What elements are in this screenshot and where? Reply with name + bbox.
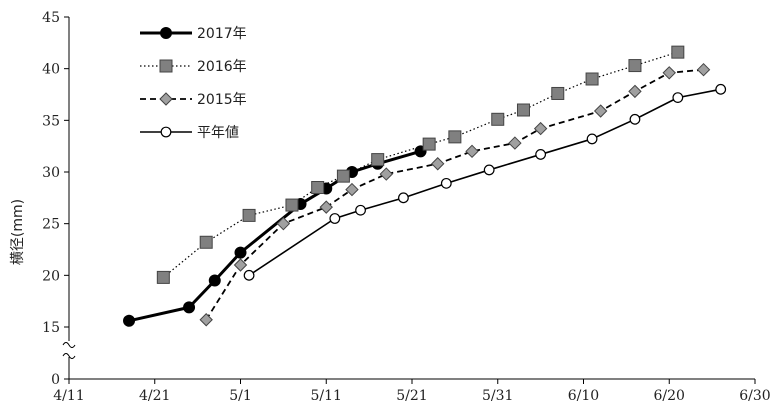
data-point bbox=[199, 313, 213, 327]
data-point bbox=[319, 200, 333, 214]
legend-label: 2015年 bbox=[197, 92, 247, 108]
data-point bbox=[440, 177, 452, 189]
x-tick-label: 6/30 bbox=[739, 388, 770, 404]
data-point bbox=[379, 167, 393, 181]
x-tick-label: 6/10 bbox=[568, 388, 599, 404]
data-point bbox=[242, 208, 256, 222]
series-line bbox=[205, 68, 704, 321]
series-group bbox=[123, 45, 727, 327]
data-point bbox=[233, 258, 248, 272]
tick-labels: 0 15 20 25 30 35 40 45 4/11 4/21 5/1 5/11 5/21 5/31 6/… bbox=[42, 10, 771, 404]
data-point bbox=[199, 235, 213, 249]
data-point bbox=[483, 164, 495, 176]
data-point bbox=[672, 92, 684, 103]
legend-swatch-marker bbox=[159, 92, 173, 106]
axes bbox=[62, 16, 756, 384]
data-point bbox=[398, 192, 409, 204]
data-point bbox=[516, 103, 530, 117]
data-point bbox=[533, 121, 548, 136]
data-point bbox=[715, 83, 727, 95]
data-point bbox=[629, 113, 641, 125]
legend-item-2: 2015年 bbox=[140, 92, 247, 108]
legend-item-0: 2017年 bbox=[140, 26, 247, 42]
data-point bbox=[276, 216, 291, 231]
x-tick-label: 5/1 bbox=[229, 388, 252, 404]
legend-label: 平年値 bbox=[197, 125, 239, 141]
data-point bbox=[208, 274, 221, 287]
legend-swatch-marker bbox=[160, 126, 172, 138]
legend-label: 2017年 bbox=[197, 26, 247, 42]
y-tick-label: 20 bbox=[42, 268, 60, 284]
data-point bbox=[593, 104, 608, 118]
data-point bbox=[696, 62, 711, 77]
data-point bbox=[329, 213, 341, 224]
y-axis-break-mark bbox=[62, 342, 76, 348]
x-tick-label: 5/11 bbox=[311, 388, 342, 404]
data-point bbox=[311, 181, 325, 194]
y-tick-label: 25 bbox=[42, 217, 60, 233]
series-line bbox=[162, 51, 679, 278]
data-point bbox=[123, 314, 136, 327]
y-axis-title: 横径(mm) bbox=[10, 199, 26, 265]
data-point bbox=[371, 153, 385, 167]
x-tick-label: 4/21 bbox=[139, 388, 170, 404]
data-point bbox=[586, 133, 598, 145]
data-point bbox=[243, 269, 255, 281]
series-3 bbox=[243, 83, 727, 281]
data-point bbox=[535, 149, 547, 160]
data-point bbox=[183, 301, 196, 314]
y-tick-label: 35 bbox=[42, 113, 60, 129]
data-point bbox=[422, 137, 436, 151]
data-point bbox=[156, 270, 170, 284]
series-line bbox=[128, 149, 421, 323]
data-point bbox=[508, 136, 522, 150]
x-tick-label: 5/31 bbox=[482, 388, 513, 404]
data-point bbox=[628, 84, 642, 99]
series-1 bbox=[156, 45, 685, 284]
data-point bbox=[585, 72, 599, 86]
data-point bbox=[662, 66, 676, 80]
data-point bbox=[491, 112, 505, 126]
legend-swatch-marker bbox=[159, 59, 173, 73]
x-tick-label: 6/20 bbox=[654, 388, 685, 404]
data-point bbox=[345, 182, 359, 197]
series-0 bbox=[123, 145, 427, 327]
legend-item-1: 2016年 bbox=[140, 59, 247, 75]
x-tick-label: 4/11 bbox=[53, 388, 84, 404]
y-tick-label: 40 bbox=[42, 62, 60, 78]
data-point bbox=[465, 144, 479, 159]
data-point bbox=[285, 198, 299, 212]
legend-swatch-marker bbox=[160, 27, 172, 39]
y-tick-label: 0 bbox=[51, 372, 60, 388]
data-point bbox=[431, 157, 445, 171]
data-point bbox=[355, 204, 366, 216]
x-tick-label: 5/21 bbox=[396, 388, 427, 404]
legend-label: 2016年 bbox=[197, 59, 247, 75]
data-point bbox=[551, 86, 565, 100]
plot-area: 0 15 20 25 30 35 40 45 4/11 4/21 5/1 5/11 5/21 5/31 6/… bbox=[42, 10, 771, 404]
y-tick-label: 15 bbox=[42, 320, 60, 336]
y-tick-label: 45 bbox=[42, 10, 60, 26]
series-2 bbox=[199, 62, 711, 327]
y-axis-break-mark bbox=[62, 353, 76, 359]
data-point bbox=[234, 246, 247, 259]
data-point bbox=[628, 59, 642, 73]
data-point bbox=[671, 45, 685, 59]
data-point bbox=[336, 169, 350, 183]
y-tick-label: 30 bbox=[42, 165, 60, 181]
data-point bbox=[448, 130, 462, 144]
legend-item-3: 平年値 bbox=[140, 125, 239, 141]
